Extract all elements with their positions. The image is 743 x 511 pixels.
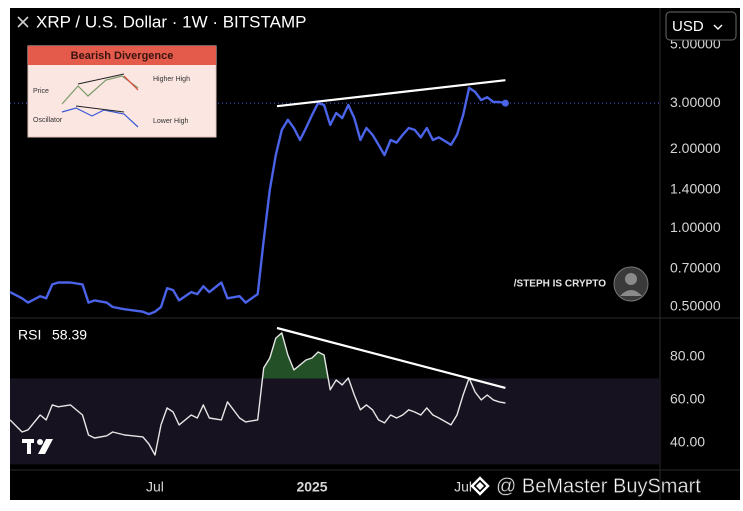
currency-dropdown[interactable]: [665, 11, 737, 41]
inset-label: Higher High: [153, 76, 190, 83]
y-tick-label: 3.00000: [670, 94, 721, 110]
last-point: [501, 99, 509, 107]
series-line: [9, 86, 506, 316]
author-avatar: [625, 273, 637, 285]
y-tick-label: 80.00: [670, 348, 705, 364]
y-tick-label: 2.00000: [670, 140, 721, 156]
watermark: @ BeMaster BuySmart: [470, 475, 702, 498]
x-tick-label: Jul: [454, 479, 472, 495]
author-avatar: [620, 290, 642, 296]
indicator-value: 58.39: [52, 327, 87, 343]
y-tick-label: 60.00: [670, 391, 705, 407]
series-line: [9, 332, 506, 456]
inset-label: Lower High: [153, 118, 189, 125]
rsi-band: [10, 378, 660, 465]
inset-title: Bearish Divergence: [71, 50, 174, 62]
y-tick-label: 1.00000: [670, 219, 721, 235]
y-tick-label: 1.40000: [670, 181, 721, 197]
x-tick-label: 2025: [296, 479, 327, 495]
indicator-title: RSI: [18, 327, 41, 343]
inset-label: Price: [33, 88, 49, 95]
inset-label: Oscillator: [33, 117, 63, 124]
y-tick-label: 0.50000: [670, 298, 721, 314]
overbought-fill: [262, 332, 470, 379]
currency-label[interactable]: USD: [672, 18, 704, 35]
close-icon[interactable]: [17, 16, 29, 28]
trendline: [276, 326, 506, 389]
author-label: /STEPH IS CRYPTO: [514, 279, 606, 290]
watermark-text: @ BeMaster BuySmart: [496, 475, 701, 497]
tradingview-logo: [22, 439, 53, 454]
y-tick-label: 40.00: [670, 434, 705, 450]
symbol-title: XRP / U.S. Dollar · 1W · BITSTAMP: [36, 12, 306, 31]
dropdown-caret[interactable]: [713, 24, 723, 30]
inset-header: [28, 46, 216, 65]
trendline: [276, 79, 506, 108]
y-tick-label: 0.70000: [670, 259, 721, 275]
plot-layer: 0.50000 0.70000 1.00000 1.40000 2.00000 3.000…: [9, 36, 721, 495]
divergence-inset: Bearish Divergence Price Higher High Osc…: [27, 45, 217, 138]
x-tick-label: Jul: [146, 479, 164, 495]
